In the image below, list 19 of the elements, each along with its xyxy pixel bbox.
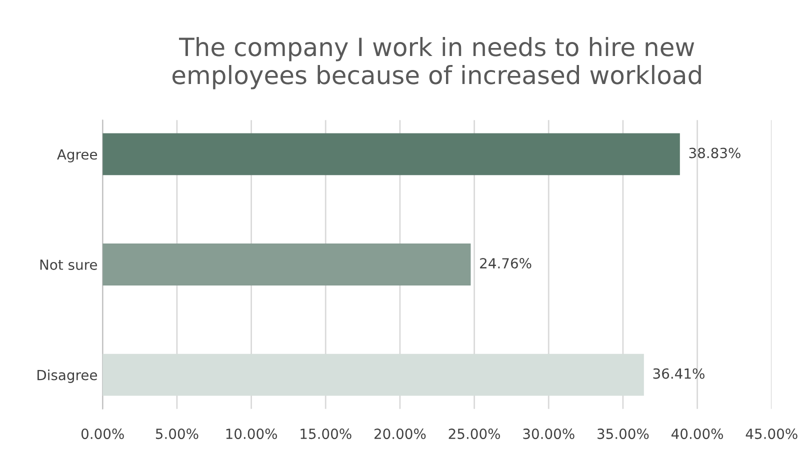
chart-title: The company I work in needs to hire new employees because of increased workload xyxy=(172,37,701,90)
x-tick-label: 45.00% xyxy=(746,428,798,440)
x-tick-label: 30.00% xyxy=(523,428,574,440)
y-tick-label: Disagree xyxy=(38,370,98,383)
bar xyxy=(102,133,680,176)
x-tick-label: 20.00% xyxy=(374,428,426,440)
x-tick-label: 25.00% xyxy=(448,428,500,440)
x-tick-label: 0.00% xyxy=(81,428,124,440)
x-tick-label: 40.00% xyxy=(672,428,724,440)
x-tick-label: 10.00% xyxy=(226,428,277,440)
data-label: 38.83% xyxy=(689,148,740,158)
data-label: 24.76% xyxy=(480,258,532,269)
data-label: 36.41% xyxy=(653,368,704,379)
bar xyxy=(102,244,471,286)
x-tick-label: 5.00% xyxy=(156,428,198,440)
x-tick-label: 15.00% xyxy=(300,428,352,440)
y-tick-label: Not sure xyxy=(40,260,98,270)
y-tick-label: Agree xyxy=(57,149,98,162)
x-tick-label: 35.00% xyxy=(598,428,649,440)
